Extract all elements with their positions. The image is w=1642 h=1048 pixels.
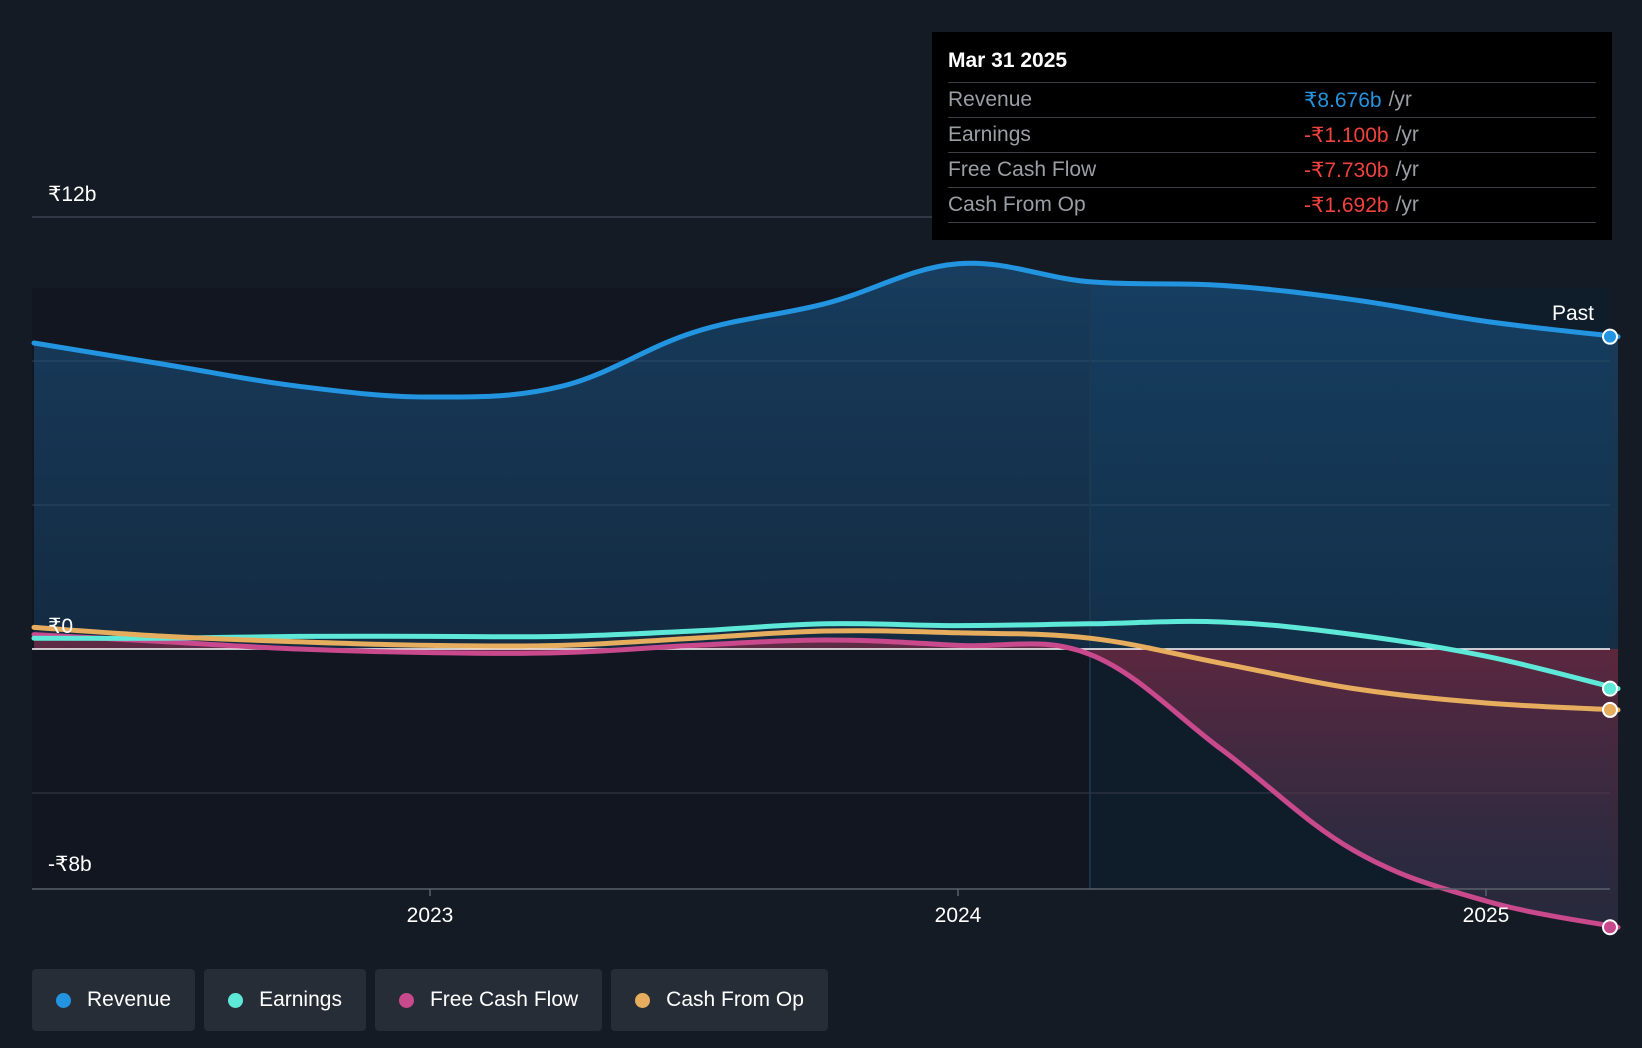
revenue-area	[34, 263, 1618, 649]
legend-label: Cash From Op	[666, 988, 804, 1011]
tooltip-value: -₹7.730b	[1304, 158, 1389, 182]
earnings-line	[31, 618, 1621, 692]
x-tick-label: 2025	[1463, 904, 1510, 927]
tooltip-row-cfo: Cash From Op -₹1.692b /yr	[948, 187, 1596, 223]
y-tick-label: -₹8b	[48, 853, 92, 876]
cfo-line	[31, 624, 1621, 713]
y-tick-label: ₹12b	[48, 183, 96, 206]
revenue-dot-icon	[56, 992, 71, 1008]
fcf-area	[34, 634, 1618, 928]
legend-item-fcf[interactable]: Free Cash Flow	[374, 969, 603, 1031]
tooltip-value: -₹1.692b	[1304, 193, 1389, 217]
legend-label: Revenue	[87, 988, 172, 1011]
tooltip-row-earnings: Earnings -₹1.100b /yr	[948, 117, 1596, 152]
x-ticks: 2023 2024 2025	[407, 889, 1510, 927]
legend: Revenue Earnings Free Cash Flow Cash Fro…	[32, 969, 828, 1031]
tooltip-unit: /yr	[1395, 158, 1419, 181]
series-lines	[31, 260, 1621, 930]
tooltip-row-revenue: Revenue ₹8.676b /yr	[948, 82, 1596, 117]
y-labels: ₹12b ₹0 -₹8b	[48, 183, 96, 876]
tooltip-value: -₹1.100b	[1304, 123, 1389, 147]
tooltip-unit: /yr	[1388, 88, 1412, 111]
tooltip-unit: /yr	[1395, 193, 1419, 216]
tooltip: Mar 31 2025 Revenue ₹8.676b /yr Earnings…	[932, 32, 1612, 240]
legend-label: Free Cash Flow	[429, 988, 579, 1011]
earnings-dot-icon	[228, 992, 244, 1008]
earnings-end-dot	[1602, 680, 1618, 697]
tooltip-label: Free Cash Flow	[948, 158, 1097, 181]
tooltip-date: Mar 31 2025	[948, 49, 1068, 72]
tooltip-unit: /yr	[1395, 123, 1419, 146]
legend-item-revenue[interactable]: Revenue	[32, 969, 196, 1031]
cfo-end-dot	[1602, 701, 1618, 718]
tooltip-row-fcf: Free Cash Flow -₹7.730b /yr	[948, 152, 1596, 187]
tooltip-value: ₹8.676b	[1304, 88, 1382, 112]
past-label: Past	[1552, 302, 1594, 325]
legend-label: Earnings	[259, 988, 342, 1011]
tooltip-label: Revenue	[948, 88, 1033, 111]
series-end-dots	[1602, 328, 1618, 936]
revenue-line	[31, 260, 1621, 400]
legend-item-earnings[interactable]: Earnings	[204, 969, 366, 1031]
tooltip-label: Earnings	[948, 123, 1031, 146]
fcf-line	[31, 632, 1621, 930]
y-tick-label: ₹0	[48, 615, 73, 638]
legend-item-cfo[interactable]: Cash From Op	[611, 969, 828, 1031]
cfo-dot-icon	[635, 992, 651, 1008]
fcf-dot-icon	[398, 992, 414, 1008]
x-tick-label: 2023	[407, 904, 454, 927]
revenue-end-dot	[1602, 328, 1618, 345]
series-areas	[34, 263, 1618, 928]
fcf-end-dot	[1602, 919, 1618, 936]
tooltip-label: Cash From Op	[948, 193, 1086, 216]
x-tick-label: 2024	[935, 904, 982, 927]
